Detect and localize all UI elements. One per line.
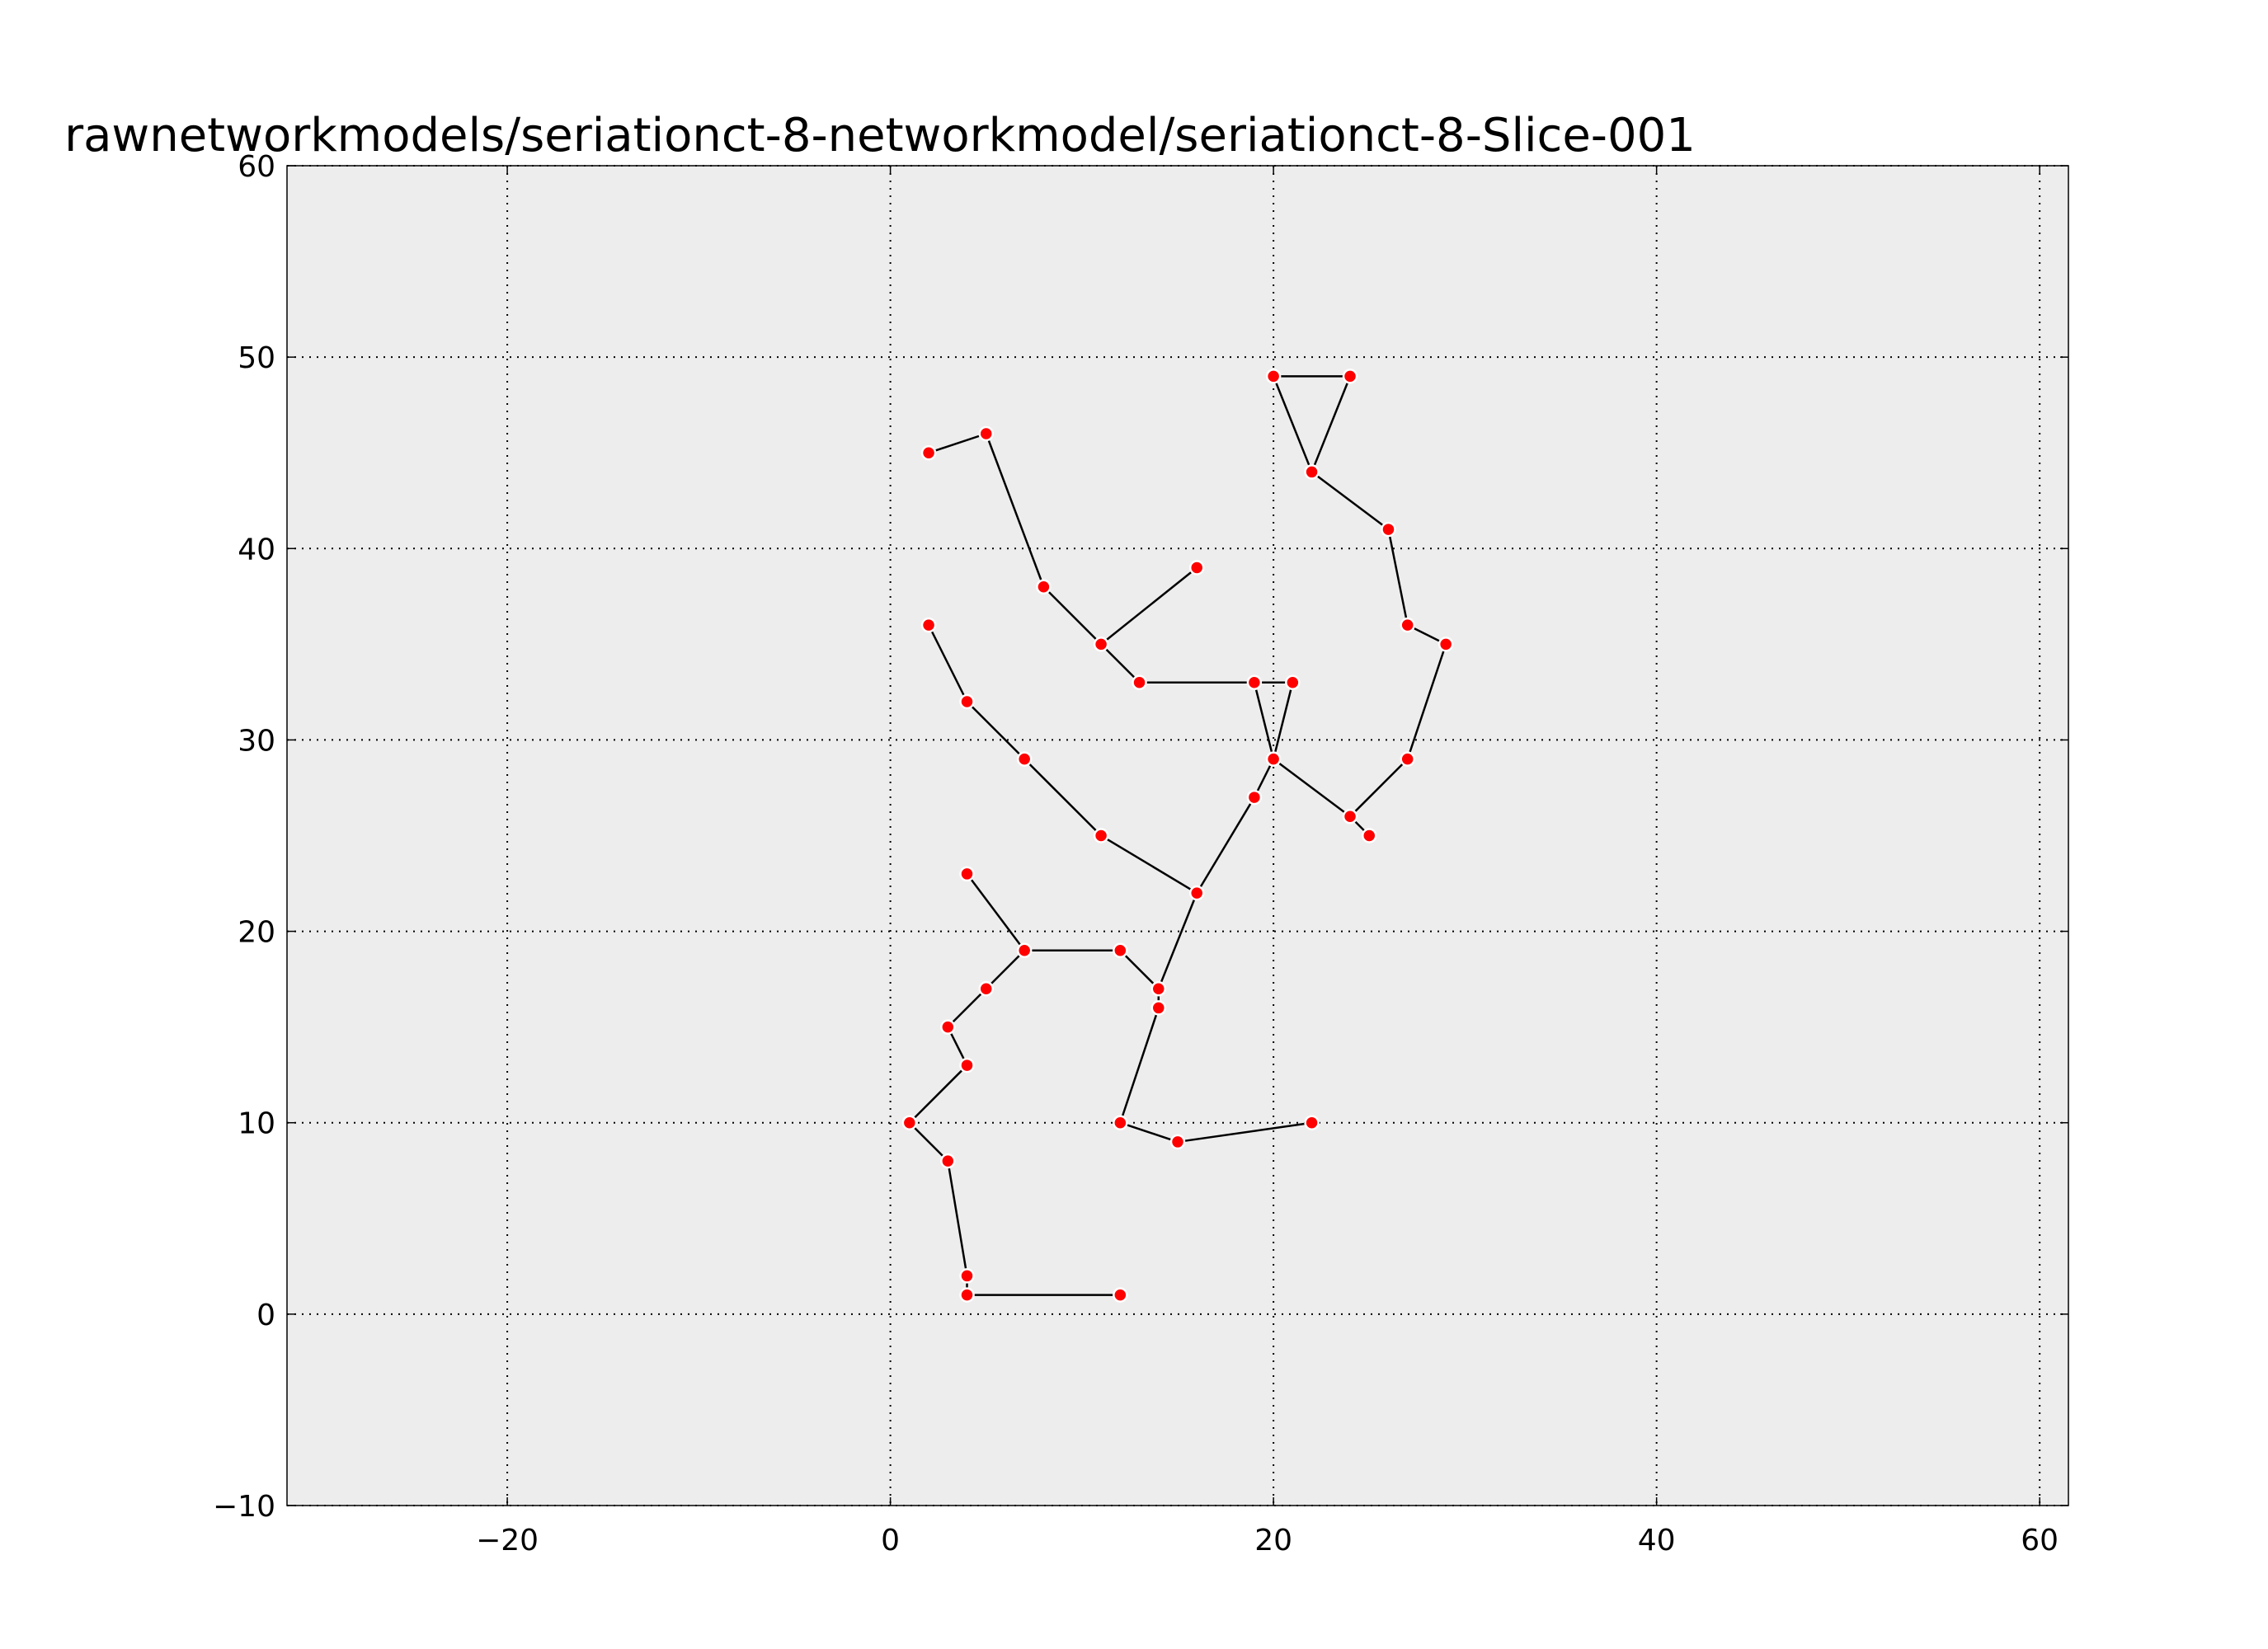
plot-frame bbox=[286, 165, 2069, 1506]
plot-area bbox=[287, 166, 2068, 1506]
graph-node bbox=[1265, 369, 1282, 384]
graph-edge bbox=[927, 624, 968, 702]
graph-edge bbox=[1196, 796, 1255, 894]
graph-node bbox=[1304, 1115, 1320, 1130]
graph-node bbox=[1342, 809, 1358, 824]
y-tick-label: 40 bbox=[238, 533, 275, 566]
graph-edge bbox=[1119, 1008, 1160, 1124]
edges bbox=[908, 375, 1447, 1296]
graph-node bbox=[1169, 1134, 1186, 1150]
graph-node bbox=[1093, 637, 1109, 652]
graph-node bbox=[959, 693, 975, 710]
graph-node bbox=[978, 425, 994, 442]
x-tick-label: 40 bbox=[1638, 1524, 1676, 1557]
y-tick-label: 10 bbox=[238, 1107, 275, 1141]
graph-edge bbox=[1406, 643, 1447, 760]
graph-edge bbox=[1349, 758, 1409, 818]
x-tick-label: −20 bbox=[476, 1524, 539, 1557]
y-tick-label: 0 bbox=[256, 1299, 275, 1332]
graph-node bbox=[1113, 1287, 1128, 1303]
graph-node bbox=[1016, 751, 1033, 767]
graph-node bbox=[1093, 828, 1109, 843]
graph-edge bbox=[985, 949, 1026, 990]
graph-edge bbox=[1273, 758, 1351, 818]
nodes bbox=[901, 369, 1454, 1303]
graph-edge bbox=[966, 701, 1026, 760]
graph-node bbox=[1246, 789, 1263, 806]
graph-node bbox=[1381, 521, 1396, 538]
graph-node bbox=[1304, 464, 1320, 480]
graph-edge bbox=[1100, 834, 1198, 895]
x-tick-label: 20 bbox=[1254, 1524, 1292, 1557]
graph-node bbox=[1362, 828, 1377, 843]
graph-edge bbox=[1177, 1121, 1312, 1144]
graph-node bbox=[959, 1287, 975, 1303]
y-tick-label: 50 bbox=[238, 341, 275, 375]
graph-node bbox=[1113, 942, 1128, 959]
graph-node bbox=[1132, 674, 1147, 691]
graph-node bbox=[1113, 1115, 1128, 1130]
graph-edge bbox=[1100, 566, 1198, 646]
graph-node bbox=[1150, 1000, 1167, 1016]
graph-node bbox=[920, 444, 937, 461]
graph-edge bbox=[985, 433, 1045, 588]
graph-edge bbox=[1157, 892, 1198, 989]
graph-node bbox=[920, 617, 937, 633]
graph-node bbox=[1342, 369, 1358, 384]
graph-node bbox=[1265, 751, 1282, 767]
graph-edge bbox=[908, 1064, 968, 1124]
graph-edge bbox=[908, 1121, 949, 1163]
graph-node bbox=[940, 1153, 956, 1169]
graph-edge bbox=[1023, 758, 1102, 837]
graph-edge bbox=[1119, 949, 1160, 990]
y-tick-label: −10 bbox=[213, 1490, 275, 1524]
x-tick-label: 60 bbox=[2021, 1524, 2059, 1557]
graph-node bbox=[1400, 751, 1415, 767]
graph-node bbox=[940, 1019, 956, 1035]
graph-node bbox=[1246, 674, 1263, 691]
graph-node bbox=[959, 1268, 975, 1284]
graph-node bbox=[1188, 885, 1205, 901]
graph-edge bbox=[947, 988, 987, 1028]
graph-node bbox=[901, 1115, 918, 1130]
y-tick-label: 20 bbox=[238, 916, 275, 950]
graph-edge bbox=[1310, 471, 1390, 531]
graph-edge bbox=[1100, 643, 1141, 684]
graph-edge bbox=[947, 1160, 968, 1276]
y-tick-label: 30 bbox=[238, 724, 275, 758]
graph-node bbox=[1437, 637, 1454, 652]
graph-edge bbox=[966, 873, 1026, 951]
graph-node bbox=[1150, 980, 1167, 997]
graph-edge bbox=[1042, 585, 1102, 646]
graph-edge bbox=[1272, 682, 1294, 759]
graph-node bbox=[978, 980, 994, 997]
x-tick-label: 0 bbox=[881, 1524, 900, 1557]
graph-node bbox=[959, 866, 975, 882]
graph-node bbox=[1285, 674, 1301, 691]
chart-title: rawnetworkmodels/seriationct-8-networkmo… bbox=[64, 109, 1696, 162]
graph-edge bbox=[1310, 375, 1352, 472]
y-tick-label: 60 bbox=[238, 150, 275, 184]
graph-edge bbox=[1119, 1121, 1179, 1144]
graph-edge bbox=[1272, 375, 1313, 472]
ticks: −20 0 20 40 60 −10 0 10 20 30 40 50 60 bbox=[213, 150, 2068, 1557]
graph-edge bbox=[928, 432, 987, 454]
graph-edge bbox=[1253, 682, 1275, 759]
graph-edge bbox=[1387, 529, 1409, 626]
graph-node bbox=[959, 1057, 975, 1073]
graph-node bbox=[1188, 560, 1205, 576]
graph-node bbox=[1400, 617, 1415, 633]
graph-node bbox=[1036, 579, 1052, 594]
graph-node bbox=[1016, 942, 1033, 959]
